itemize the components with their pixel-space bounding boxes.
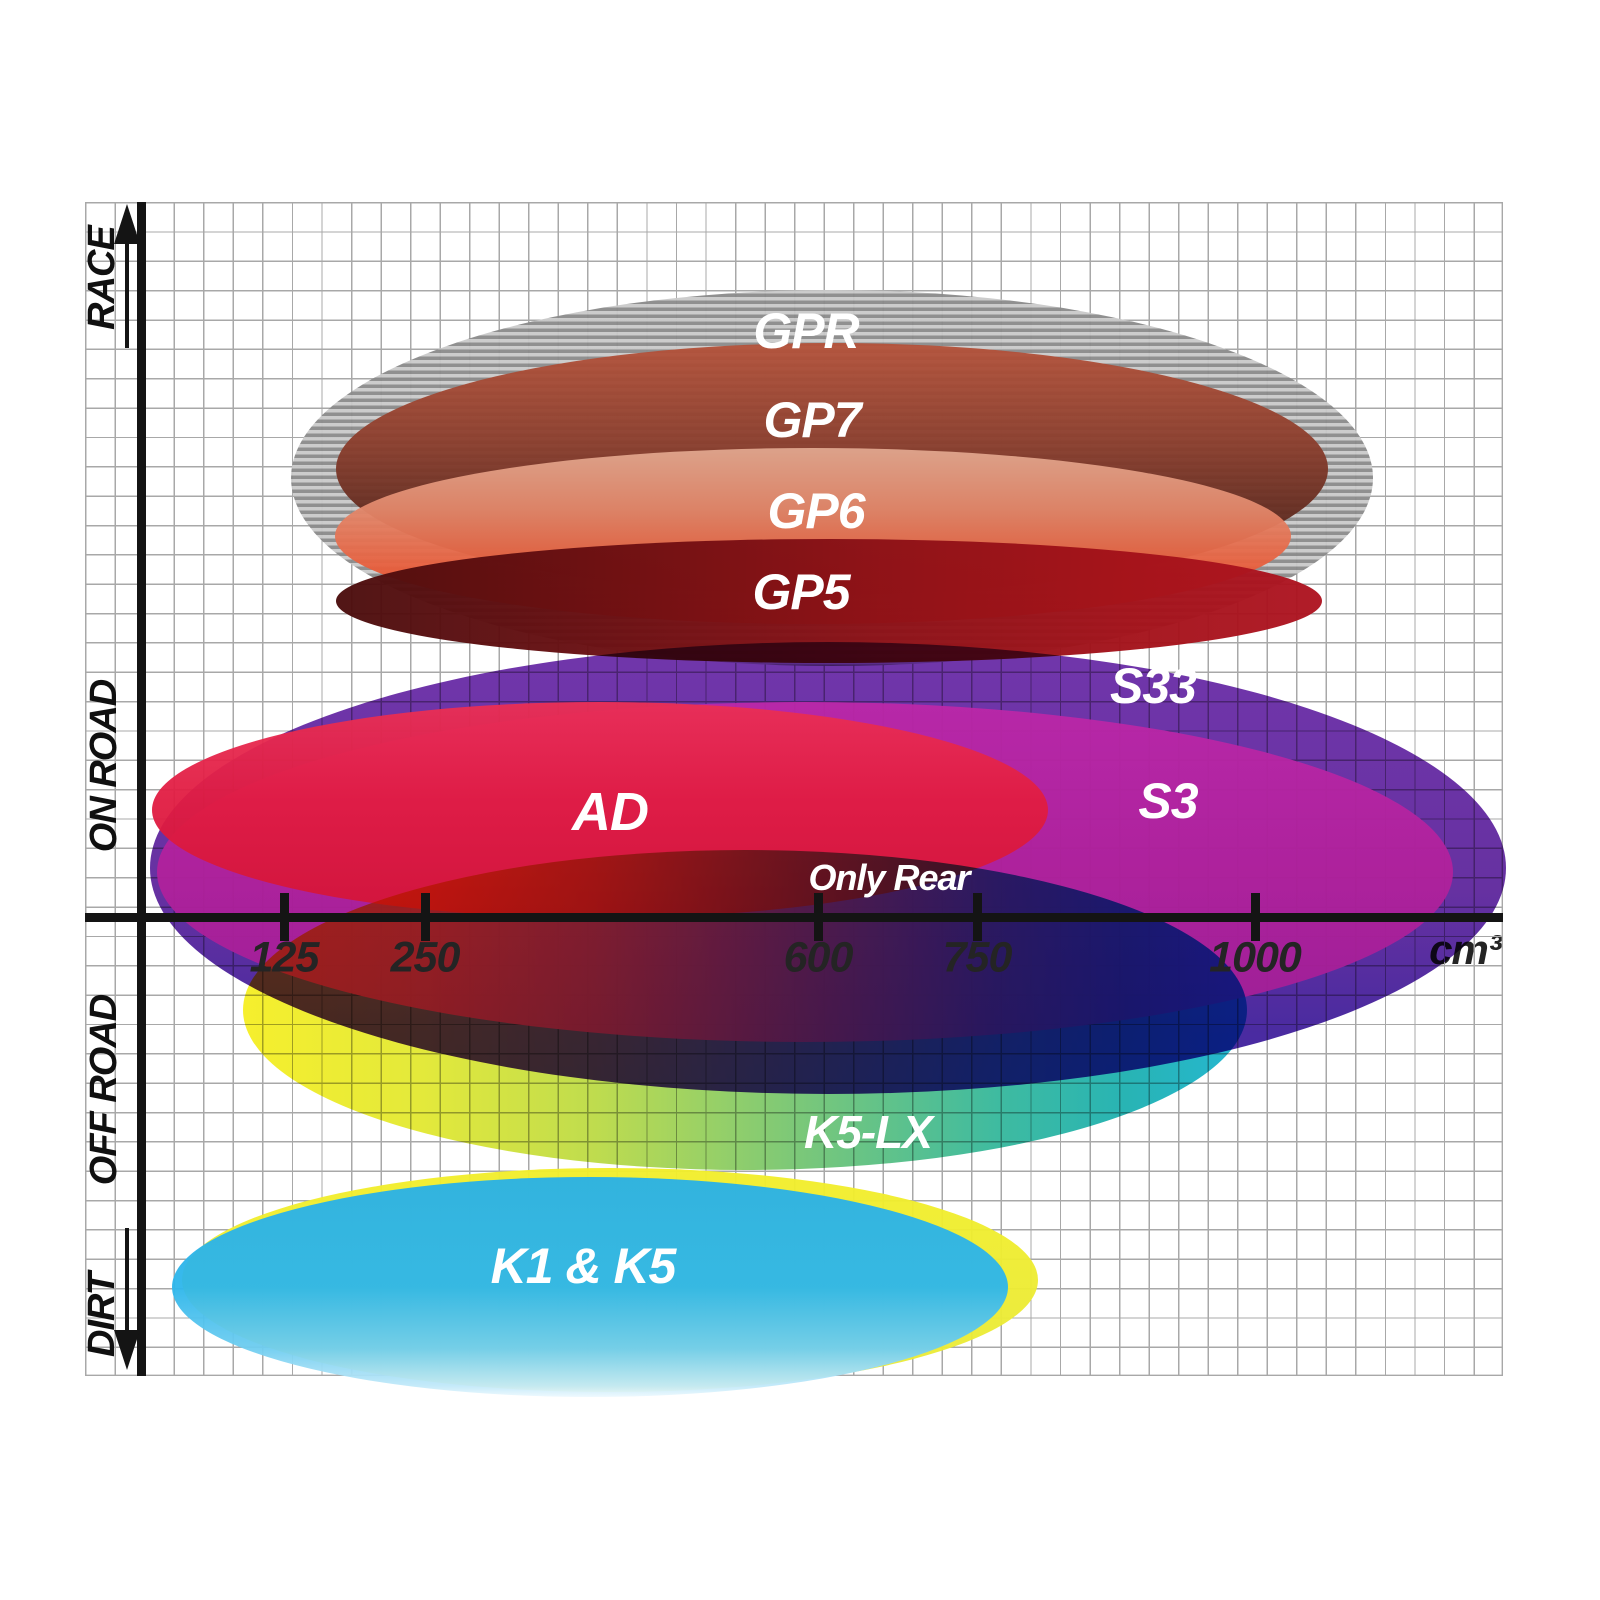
- x-tick-1000: [1250, 893, 1260, 941]
- only-rear-label: Only Rear: [808, 857, 970, 898]
- k5lx-label: K5-LX: [804, 1106, 933, 1158]
- x-axis-line: [85, 912, 1503, 922]
- x-tick-125: [279, 893, 289, 941]
- y-axis-line: [137, 202, 146, 1376]
- x-tick-label-1000: 1000: [1209, 933, 1302, 982]
- x-tick-600: [813, 893, 823, 941]
- x-tick-label-750: 750: [942, 933, 1013, 982]
- gp7-label: GP7: [763, 392, 861, 448]
- s3-label: S3: [1138, 773, 1198, 829]
- y-zone-label-on-road: ON ROAD: [83, 679, 125, 853]
- x-tick-label-250: 250: [390, 933, 461, 982]
- y-zone-label-off-road: OFF ROAD: [83, 994, 125, 1186]
- y-arrow-up-shaft: [125, 242, 129, 348]
- gp6-label: GP6: [767, 483, 865, 539]
- ad-label: AD: [572, 782, 649, 842]
- y-arrow-down-head: [114, 1330, 140, 1370]
- gp5-label: GP5: [752, 564, 850, 620]
- region-k5lx: [243, 850, 1247, 1170]
- x-tick-label-125: 125: [249, 933, 320, 982]
- region-k1k5: [172, 1177, 1008, 1397]
- x-tick-750: [972, 893, 982, 941]
- x-tick-250: [420, 893, 430, 941]
- x-tick-label-600: 600: [783, 933, 854, 982]
- s33-label: S33: [1110, 658, 1197, 714]
- y-arrow-down-shaft: [125, 1228, 129, 1332]
- y-arrow-up-head: [114, 204, 140, 244]
- gpr-label: GPR: [753, 303, 859, 359]
- k1k5-label: K1 & K5: [490, 1238, 677, 1294]
